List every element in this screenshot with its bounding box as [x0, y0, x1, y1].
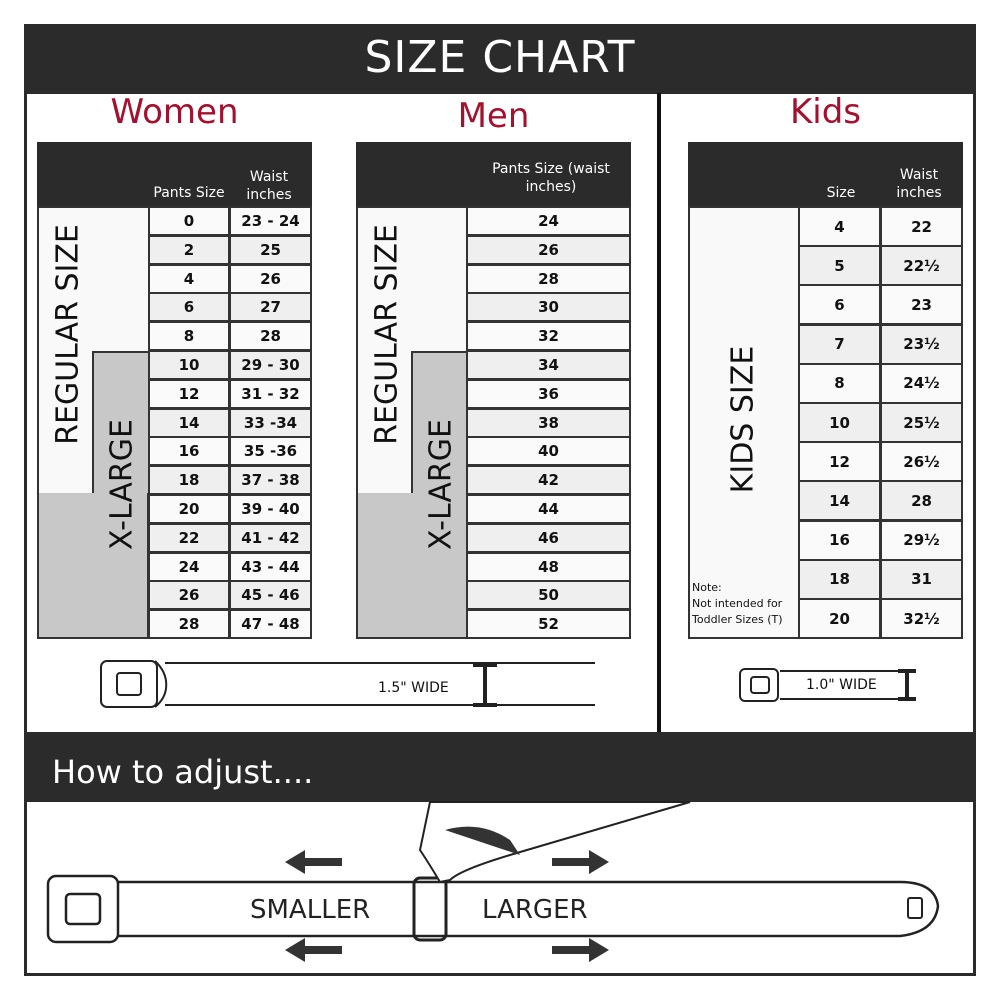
kids-waist-cell: 26½ — [880, 441, 963, 483]
kids-waist-cell: 29½ — [880, 519, 963, 561]
women-col-pants: Pants Size — [153, 185, 225, 201]
women-waist-cell: 27 — [229, 292, 312, 323]
kids-note-title: Note: — [692, 581, 722, 594]
men-pants-size-cell: 50 — [466, 580, 631, 611]
women-regular-label: REGULAR SIZE — [50, 224, 86, 445]
section-divider — [657, 93, 661, 733]
men-pants-size-cell: 26 — [466, 234, 631, 265]
women-waist-cell: 35 -36 — [229, 436, 312, 467]
women-pants-size-cell: 2 — [148, 234, 230, 265]
men-pants-size-cell: 32 — [466, 321, 631, 352]
women-waist-cell: 28 — [229, 321, 312, 352]
women-waist-cell: 37 - 38 — [229, 465, 312, 496]
men-pants-size-cell: 46 — [466, 522, 631, 553]
women-pants-size-cell: 14 — [148, 407, 230, 438]
kids-note: Note: Not intended for Toddler Sizes (T) — [692, 580, 800, 628]
kids-waist-cell: 31 — [880, 558, 963, 600]
kids-title: Kids — [789, 92, 862, 132]
women-xlarge-band — [92, 351, 148, 493]
kids-waist-cell: 22 — [880, 206, 963, 247]
men-pants-size-cell: 48 — [466, 551, 631, 582]
women-waist-cell: 33 -34 — [229, 407, 312, 438]
kids-size-cell: 14 — [798, 480, 881, 522]
men-pants-size-cell: 52 — [466, 609, 631, 640]
women-pants-size-cell: 0 — [148, 206, 230, 236]
men-pants-size-cell: 30 — [466, 292, 631, 323]
belt-1-5-inch-icon — [100, 660, 595, 708]
men-xlarge-label: X-LARGE — [423, 419, 459, 550]
women-pants-size-cell: 24 — [148, 551, 230, 582]
women-waist-cell: 47 - 48 — [229, 609, 312, 640]
kids-col-size: Size — [826, 185, 856, 201]
kids-waist-cell: 23½ — [880, 323, 963, 365]
kids-waist-cell: 32½ — [880, 598, 963, 639]
kids-size-cell: 10 — [798, 402, 881, 443]
kids-note-text: Not intended for Toddler Sizes (T) — [692, 597, 783, 626]
how-to-adjust-title: How to adjust.... — [24, 732, 976, 802]
men-pants-size-cell: 36 — [466, 378, 631, 409]
men-pants-size-cell: 42 — [466, 465, 631, 496]
larger-label: LARGER — [482, 895, 588, 925]
women-pants-size-cell: 18 — [148, 465, 230, 496]
kids-waist-cell: 23 — [880, 284, 963, 326]
men-col-pants: Pants Size (waist inches) — [492, 161, 610, 195]
men-pants-size-cell: 44 — [466, 494, 631, 524]
kids-waist-cell: 25½ — [880, 402, 963, 443]
women-waist-cell: 31 - 32 — [229, 378, 312, 409]
men-pants-size-cell: 40 — [466, 436, 631, 467]
kids-size-cell: 5 — [798, 245, 881, 287]
kids-size-cell: 6 — [798, 284, 881, 326]
women-pants-size-cell: 8 — [148, 321, 230, 352]
women-waist-cell: 26 — [229, 263, 312, 294]
men-pants-size-cell: 34 — [466, 350, 631, 380]
women-waist-cell: 45 - 46 — [229, 580, 312, 611]
kids-size-cell: 18 — [798, 558, 881, 600]
women-pants-size-cell: 12 — [148, 378, 230, 409]
women-pants-size-cell: 26 — [148, 580, 230, 611]
women-table-header: Pants Size Waist inches — [37, 142, 312, 206]
kids-size-label: KIDS SIZE — [725, 345, 761, 494]
belt-1-0-inch-icon — [739, 668, 916, 702]
men-regular-label: REGULAR SIZE — [369, 224, 405, 445]
page-title: SIZE CHART — [24, 24, 976, 94]
women-waist-cell: 41 - 42 — [229, 522, 312, 553]
women-pants-size-cell: 10 — [148, 350, 230, 380]
men-pants-size-cell: 38 — [466, 407, 631, 438]
kids-size-band — [688, 206, 800, 639]
women-waist-cell: 25 — [229, 234, 312, 265]
kids-waist-cell: 22½ — [880, 245, 963, 287]
kids-size-cell: 4 — [798, 206, 881, 247]
women-waist-cell: 43 - 44 — [229, 551, 312, 582]
women-waist-cell: 29 - 30 — [229, 350, 312, 380]
kids-size-cell: 8 — [798, 362, 881, 404]
men-pants-size-cell: 28 — [466, 263, 631, 294]
smaller-label: SMALLER — [250, 895, 371, 925]
kids-size-cell: 16 — [798, 519, 881, 561]
kids-waist-cell: 28 — [880, 480, 963, 522]
men-pants-size-cell: 24 — [466, 206, 631, 236]
men-xlarge-band — [411, 351, 467, 493]
women-pants-size-cell: 22 — [148, 522, 230, 553]
kids-col-waist: Waist inches — [896, 167, 942, 201]
women-pants-size-cell: 16 — [148, 436, 230, 467]
women-pants-size-cell: 4 — [148, 263, 230, 294]
women-waist-cell: 39 - 40 — [229, 494, 312, 524]
women-pants-size-cell: 20 — [148, 494, 230, 524]
kids-table-header: Size Waist inches — [688, 142, 963, 206]
women-pants-size-cell: 6 — [148, 292, 230, 323]
kids-size-cell: 7 — [798, 323, 881, 365]
women-pants-size-cell: 28 — [148, 609, 230, 640]
women-col-waist: Waist inches — [246, 169, 292, 203]
women-waist-cell: 23 - 24 — [229, 206, 312, 236]
kids-size-cell: 12 — [798, 441, 881, 483]
men-table-header: Pants Size (waist inches) — [356, 142, 631, 206]
kids-size-cell: 20 — [798, 598, 881, 639]
kids-belt-width: 1.0" WIDE — [806, 677, 877, 693]
women-men-belt-width: 1.5" WIDE — [378, 680, 449, 696]
kids-waist-cell: 24½ — [880, 362, 963, 404]
men-title: Men — [457, 96, 530, 136]
women-title: Women — [110, 92, 239, 132]
adjust-belt-illustration — [46, 801, 940, 962]
women-xlarge-label: X-LARGE — [104, 419, 140, 550]
